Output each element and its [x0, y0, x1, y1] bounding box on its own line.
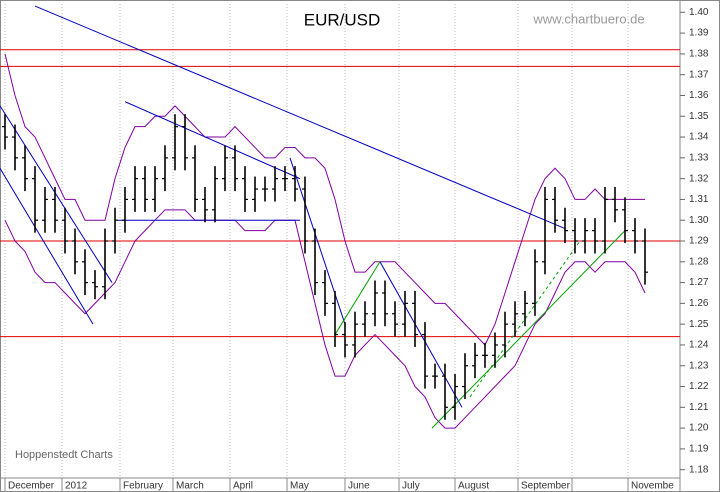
x-tick-label: Novembe [631, 481, 674, 492]
x-tick-label: April [233, 481, 253, 492]
source: www.chartbuero.de [532, 11, 644, 26]
trend-line [379, 261, 463, 408]
trend-line [469, 240, 581, 398]
y-tick-label: 1.31 [689, 194, 709, 205]
y-tick-label: 1.28 [689, 256, 709, 267]
y-tick-label: 1.18 [689, 464, 709, 475]
x-tick-label: June [348, 481, 370, 492]
y-tick-label: 1.27 [689, 277, 709, 288]
y-tick-label: 1.30 [689, 215, 709, 226]
bollinger-band [4, 53, 645, 346]
trend-line [334, 261, 381, 335]
y-tick-label: 1.40 [689, 7, 709, 18]
y-tick-label: 1.35 [689, 111, 709, 122]
y-tick-label: 1.32 [689, 173, 709, 184]
x-tick-label: December [8, 481, 55, 492]
y-tick-label: 1.23 [689, 360, 709, 371]
trend-line [431, 230, 626, 429]
trend-line [124, 101, 301, 180]
y-tick-label: 1.38 [689, 49, 709, 60]
y-tick-label: 1.21 [689, 402, 709, 413]
x-tick-label: May [290, 481, 309, 492]
credit: Hoppenstedt Charts [15, 449, 113, 461]
x-tick-label: September [521, 481, 571, 492]
trend-line [289, 157, 346, 325]
y-tick-label: 1.29 [689, 236, 709, 247]
x-tick-label: March [176, 481, 204, 492]
y-tick-label: 1.20 [689, 423, 709, 434]
plot-area [0, 4, 680, 478]
y-tick-label: 1.24 [689, 340, 709, 351]
trend-line [0, 105, 113, 283]
y-tick-label: 1.22 [689, 381, 709, 392]
y-tick-label: 1.36 [689, 90, 709, 101]
y-tick-label: 1.39 [689, 28, 709, 39]
y-tick-label: 1.26 [689, 298, 709, 309]
chart-title: EUR/USD [304, 10, 381, 29]
bollinger-band [4, 209, 646, 429]
y-tick-label: 1.34 [689, 132, 709, 143]
x-tick-label: 2012 [65, 481, 88, 492]
x-tick-label: August [458, 481, 489, 492]
trend-line [34, 5, 566, 229]
y-tick-label: 1.33 [689, 152, 709, 163]
x-tick-label: February [123, 481, 163, 492]
y-tick-label: 1.25 [689, 319, 709, 330]
x-tick-label: July [402, 481, 420, 492]
y-tick-label: 1.37 [689, 69, 709, 80]
axes: 1.18 1.19 1.20 1.21 1.22 1.23 1.24 1.25 1.26 1.27… [4, 7, 709, 492]
y-tick-label: 1.19 [689, 444, 709, 455]
trend-line [0, 167, 94, 325]
